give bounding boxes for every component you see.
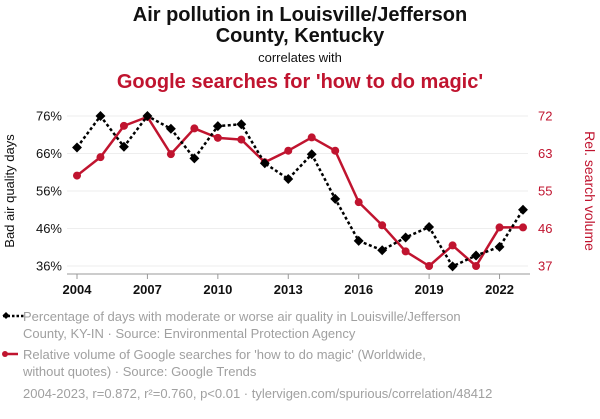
y-axis-right-label: Rel. search volume xyxy=(582,131,598,251)
x-tick-label: 2013 xyxy=(274,282,303,297)
chart-title-line2: County, Kentucky xyxy=(216,25,385,47)
data-point-searches xyxy=(213,133,222,142)
data-point-air-quality xyxy=(189,153,200,164)
series-air-quality-line xyxy=(75,114,525,268)
legend-circle-icon xyxy=(2,351,8,357)
data-point-air-quality xyxy=(142,111,153,121)
x-tick-label: 2016 xyxy=(344,282,373,297)
data-point-searches xyxy=(354,198,363,207)
x-tick-label: 2022 xyxy=(485,282,514,297)
y-tick-left-label: 66% xyxy=(36,146,62,161)
y-tick-right-label: 46 xyxy=(538,221,552,236)
y-tick-left-label: 36% xyxy=(36,259,62,274)
data-point-air-quality xyxy=(471,250,482,261)
data-point-searches xyxy=(237,135,246,144)
data-point-air-quality xyxy=(212,121,223,132)
data-point-air-quality xyxy=(447,261,458,272)
data-point-air-quality xyxy=(118,141,129,152)
x-tick-label: 2019 xyxy=(415,282,444,297)
data-point-searches xyxy=(331,146,340,155)
data-point-air-quality xyxy=(400,232,411,243)
legend-text: Percentage of days with moderate or wors… xyxy=(23,309,461,324)
data-point-searches xyxy=(73,171,81,180)
data-point-searches xyxy=(401,247,410,256)
legend-text: County, KY-IN · Source: Environmental Pr… xyxy=(23,326,356,341)
series-marks xyxy=(72,111,528,272)
x-tick-label: 2010 xyxy=(203,282,232,297)
data-point-searches xyxy=(307,133,316,142)
data-point-searches xyxy=(96,153,105,162)
data-point-air-quality xyxy=(95,111,106,121)
data-point-searches xyxy=(378,221,387,230)
chart-title-2: Google searches for 'how to do magic' xyxy=(117,71,483,93)
gridlines xyxy=(67,115,528,267)
data-point-air-quality xyxy=(518,204,528,215)
data-point-air-quality xyxy=(424,222,435,232)
axes: 76% 66% 56% 46% 36% 72 63 55 46 37 2004 2007 2010 201… xyxy=(36,109,553,298)
data-point-searches xyxy=(119,121,128,130)
x-tick-label: 2007 xyxy=(133,282,162,297)
legend-text: Relative volume of Google searches for '… xyxy=(23,347,426,362)
data-point-searches xyxy=(425,262,434,270)
data-point-searches xyxy=(495,223,504,232)
data-point-air-quality xyxy=(236,119,247,130)
data-point-air-quality xyxy=(283,174,294,184)
series-searches-line xyxy=(76,115,523,268)
data-point-air-quality xyxy=(72,142,82,153)
legend-item-air-quality: Percentage of days with moderate or wors… xyxy=(2,309,461,341)
data-point-searches xyxy=(519,223,527,232)
y-tick-right-label: 37 xyxy=(538,259,552,274)
connector-text: correlates with xyxy=(258,50,342,65)
data-point-air-quality xyxy=(377,245,388,256)
data-point-air-quality xyxy=(494,241,505,252)
data-point-searches xyxy=(448,241,457,250)
data-point-air-quality xyxy=(306,149,317,160)
data-point-searches xyxy=(166,150,175,159)
data-point-air-quality xyxy=(165,123,176,134)
legend-diamond-icon xyxy=(2,311,10,320)
legend-text: without quotes) · Source: Google Trends xyxy=(22,364,257,379)
legend-item-searches: Relative volume of Google searches for '… xyxy=(2,347,426,379)
data-point-air-quality xyxy=(259,158,270,169)
y-axis-left-label: Bad air quality days xyxy=(2,134,17,248)
footer-stats: 2004-2023, r=0.872, r²=0.760, p<0.01 · t… xyxy=(23,386,492,401)
data-point-searches xyxy=(190,124,199,133)
y-tick-right-label: 72 xyxy=(538,109,552,124)
y-tick-left-label: 56% xyxy=(36,184,62,199)
data-point-searches xyxy=(472,262,481,270)
y-tick-right-label: 63 xyxy=(538,146,552,161)
data-point-air-quality xyxy=(353,235,364,246)
data-point-searches xyxy=(284,146,293,155)
x-tick-label: 2004 xyxy=(63,282,93,297)
y-tick-left-label: 46% xyxy=(36,221,62,236)
y-tick-right-label: 55 xyxy=(538,184,552,199)
y-tick-left-label: 76% xyxy=(36,109,62,124)
data-point-air-quality xyxy=(330,193,341,204)
chart-title-line1: Air pollution in Louisville/Jefferson xyxy=(133,4,467,26)
